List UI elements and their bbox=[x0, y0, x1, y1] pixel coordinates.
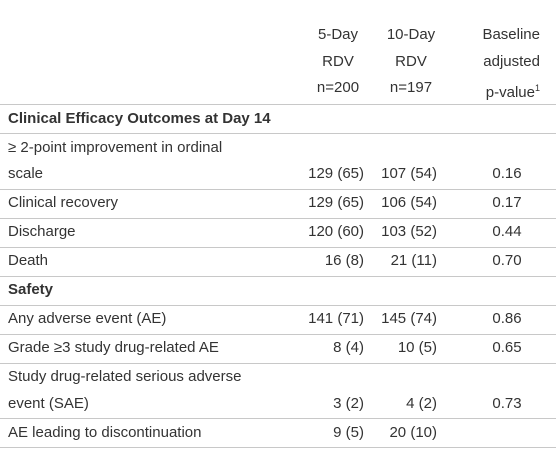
section-header: Clinical Efficacy Outcomes at Day 14 bbox=[8, 109, 271, 127]
column-header: Baseline bbox=[482, 26, 540, 43]
row-divider bbox=[0, 188, 556, 190]
cell-value: 0.65 bbox=[492, 339, 522, 356]
cell-value: 0.17 bbox=[492, 194, 522, 211]
row-label: event (SAE) bbox=[8, 394, 89, 412]
cell-value: 16 (8) bbox=[324, 252, 364, 269]
row-divider bbox=[0, 246, 556, 248]
cell-value: 0.70 bbox=[492, 252, 522, 269]
row-divider bbox=[0, 333, 556, 335]
column-header: RDV bbox=[395, 52, 427, 70]
cell-value: 8 (4) bbox=[333, 339, 364, 356]
cell-value: 107 (54) bbox=[381, 165, 437, 182]
row-label: Clinical recovery bbox=[8, 194, 119, 211]
cell-value: 0.44 bbox=[492, 223, 522, 240]
column-header: adjusted bbox=[483, 52, 540, 70]
row-divider bbox=[0, 418, 556, 419]
row-label: AE leading to discontinuation bbox=[8, 423, 202, 441]
column-header: n=200 bbox=[316, 79, 360, 96]
column-header: n=197 bbox=[389, 79, 433, 96]
cell-value: 120 (60) bbox=[308, 223, 364, 240]
cell-value: 9 (5) bbox=[333, 423, 364, 441]
cell-value: 0.73 bbox=[492, 394, 522, 412]
cell-value: 0.16 bbox=[492, 165, 522, 182]
cell-value: 20 (10) bbox=[389, 423, 437, 441]
row-divider bbox=[0, 447, 556, 448]
row-label: scale bbox=[8, 165, 44, 182]
row-label: Grade ≥3 study drug-related AE bbox=[8, 339, 219, 356]
column-header: p-value1 bbox=[485, 83, 540, 101]
column-header: RDV bbox=[322, 52, 354, 70]
row-divider bbox=[0, 362, 556, 364]
row-label: ≥ 2-point improvement in ordinal bbox=[8, 138, 223, 156]
cell-value: 141 (71) bbox=[308, 310, 364, 327]
row-divider bbox=[0, 133, 556, 134]
cell-value: 145 (74) bbox=[381, 310, 437, 327]
cell-value: 129 (65) bbox=[308, 194, 364, 211]
cell-value: 129 (65) bbox=[308, 165, 364, 182]
row-divider bbox=[0, 104, 556, 105]
cell-value: 21 (11) bbox=[390, 252, 437, 269]
row-label: Discharge bbox=[8, 223, 76, 240]
footnote-mark: 1 bbox=[534, 83, 540, 93]
row-divider bbox=[0, 217, 556, 219]
cell-value: 10 (5) bbox=[397, 339, 437, 356]
row-label: Death bbox=[8, 252, 49, 269]
column-header: 5-Day bbox=[317, 26, 358, 43]
row-divider bbox=[0, 304, 556, 306]
cell-value: 0.86 bbox=[492, 310, 522, 327]
row-label: Study drug-related serious adverse bbox=[8, 368, 242, 385]
row-label: Any adverse event (AE) bbox=[8, 310, 167, 327]
cell-value: 103 (52) bbox=[381, 223, 437, 240]
column-header: 10-Day bbox=[386, 26, 436, 43]
cell-value: 3 (2) bbox=[333, 394, 364, 412]
row-divider bbox=[0, 275, 556, 277]
section-header: Safety bbox=[8, 281, 54, 298]
cell-value: 106 (54) bbox=[381, 194, 437, 211]
cell-value: 4 (2) bbox=[406, 394, 437, 412]
